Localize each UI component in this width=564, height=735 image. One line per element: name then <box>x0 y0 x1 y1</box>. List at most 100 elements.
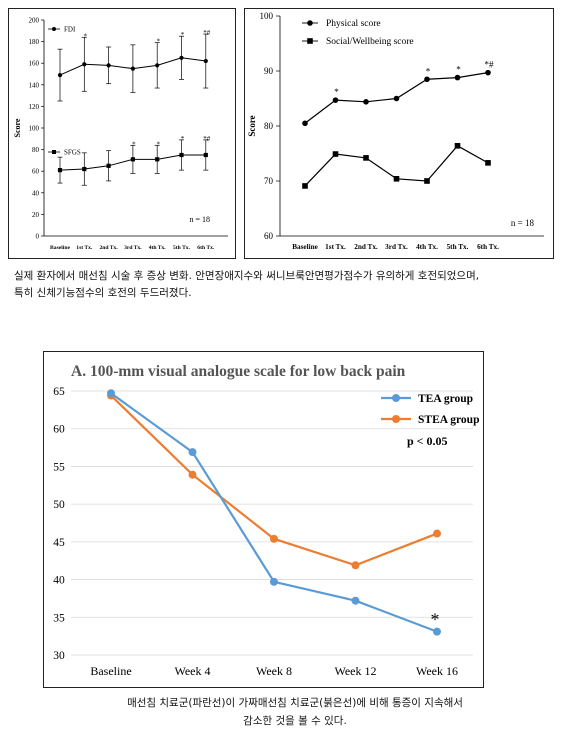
caption-line: 매선침 치료군(파란선)이 가짜매선침 치료군(붉은선)에 비해 통증이 지속해… <box>127 697 463 709</box>
caption-line: 특히 신체기능점수의 호전의 두드러졌다. <box>14 287 192 299</box>
y-tick-label: 50 <box>53 499 65 511</box>
y-tick-label: 30 <box>53 650 65 662</box>
data-point <box>302 183 308 189</box>
data-point <box>155 63 160 68</box>
caption-line: 실제 환자에서 매선침 시술 후 증상 변화. 안면장애지수와 써니브룩안면평가… <box>14 270 480 282</box>
x-tick-label: Week 8 <box>256 664 292 678</box>
data-point <box>485 69 491 76</box>
legend-label: STEA group <box>418 414 479 426</box>
data-point <box>485 160 491 166</box>
data-point <box>270 534 278 543</box>
x-tick-label: Baseline <box>90 664 131 678</box>
data-point <box>179 152 184 158</box>
y-axis-label: Score <box>13 118 22 137</box>
x-tick-label: Baseline <box>292 243 318 251</box>
y-tick-label: 200 <box>29 17 40 25</box>
caption-line: 감소한 것을 볼 수 있다. <box>243 715 347 727</box>
figure-caption-1: 실제 환자에서 매선침 시술 후 증상 변화. 안면장애지수와 써니브룩안면평가… <box>14 268 559 302</box>
data-point <box>107 389 115 398</box>
legend-marker <box>52 150 56 154</box>
data-point <box>351 561 360 570</box>
y-tick-label: 80 <box>264 121 274 131</box>
y-tick-label: 65 <box>53 386 65 398</box>
y-tick-label: 55 <box>53 461 65 473</box>
data-point <box>179 55 184 60</box>
data-point <box>332 97 339 103</box>
data-point <box>57 72 63 78</box>
y-tick-label: 100 <box>260 11 274 21</box>
x-tick-label: 5th Tx. <box>447 243 469 251</box>
y-tick-label: 100 <box>29 125 40 133</box>
data-point <box>82 62 87 67</box>
significance-mark: * <box>181 135 185 143</box>
chart-frame <box>43 351 484 688</box>
series-line-group <box>302 143 491 189</box>
significance-mark: * <box>426 66 431 76</box>
physical-social-chart: 60 70 80 90 100 Baseline 1st Tx. 2nd Tx. 3rd Tx… <box>244 8 554 259</box>
fdi-sfgs-chart: 0 20 40 60 80 100 120 140 160 180 200 Baseline 1st … <box>8 8 236 259</box>
x-tick-label: 1st Tx. <box>325 243 346 251</box>
y-tick-label: 120 <box>29 103 40 111</box>
legend-label: FDI <box>64 26 76 34</box>
data-point <box>393 176 400 182</box>
significance-mark: * <box>156 140 160 148</box>
x-tick-label: 4th Tx. <box>416 243 438 251</box>
significance-mark: *# <box>203 29 211 37</box>
data-point <box>393 95 400 102</box>
data-point <box>454 143 461 149</box>
vas-chart: A. 100-mm visual analogue scale for low … <box>43 351 484 688</box>
x-tick-label: 1st Tx. <box>76 245 93 251</box>
data-point <box>363 99 369 105</box>
x-tick-label: 2nd Tx. <box>99 245 118 251</box>
figure-caption-2: 매선침 치료군(파란선)이 가짜매선침 치료군(붉은선)에 비해 통증이 지속해… <box>60 694 530 730</box>
significance-label: p < 0.05 <box>407 434 448 448</box>
x-tick-label: Week 16 <box>416 664 458 678</box>
y-tick-label: 40 <box>53 575 65 587</box>
y-tick-label: 140 <box>29 81 40 89</box>
data-point <box>351 596 360 605</box>
chart-title: A. 100-mm visual analogue scale for low … <box>71 363 406 380</box>
significance-mark: * <box>334 87 339 97</box>
data-point <box>302 120 308 127</box>
chart-frame <box>8 8 236 259</box>
y-tick-label: 70 <box>264 176 274 186</box>
data-point <box>106 63 111 68</box>
series-line-group: * * * *# <box>302 60 495 127</box>
legend-marker <box>392 394 400 402</box>
significance-mark: *# <box>485 60 495 70</box>
y-tick-label: 60 <box>264 231 274 241</box>
legend-marker <box>307 20 313 26</box>
data-point <box>424 178 430 184</box>
y-tick-label: 160 <box>29 60 40 68</box>
y-tick-label: 45 <box>53 537 65 549</box>
x-tick-label: Week 12 <box>334 664 376 678</box>
series-sfgs: * * * *# SFGS <box>48 135 211 186</box>
y-tick-label: 60 <box>32 168 40 176</box>
data-point <box>106 163 111 168</box>
significance-mark: * <box>181 31 185 39</box>
significance-mark: *# <box>203 135 211 143</box>
legend-label: Physical score <box>326 19 381 29</box>
data-point <box>82 166 87 172</box>
x-tick-label: Week 4 <box>174 664 210 678</box>
legend-label: TEA group <box>418 393 473 405</box>
data-point <box>424 76 430 83</box>
x-tick-label: 6th Tx. <box>477 243 499 251</box>
y-tick-label: 180 <box>29 38 40 46</box>
y-tick-label: 80 <box>32 146 40 154</box>
data-point <box>363 155 369 161</box>
significance-mark: * <box>456 65 461 75</box>
data-point <box>130 157 135 162</box>
data-point <box>454 74 461 81</box>
data-point <box>332 151 339 157</box>
n-note: n = 18 <box>511 218 535 228</box>
legend-label: SFGS <box>64 149 81 157</box>
legend-marker <box>52 27 56 31</box>
y-tick-label: 60 <box>53 424 65 436</box>
series-tea-group <box>107 389 441 636</box>
data-point <box>433 627 441 636</box>
x-tick-label: 4th Tx. <box>149 245 167 251</box>
n-note: n = 18 <box>189 215 210 224</box>
data-point <box>203 58 208 64</box>
data-point <box>130 66 135 71</box>
